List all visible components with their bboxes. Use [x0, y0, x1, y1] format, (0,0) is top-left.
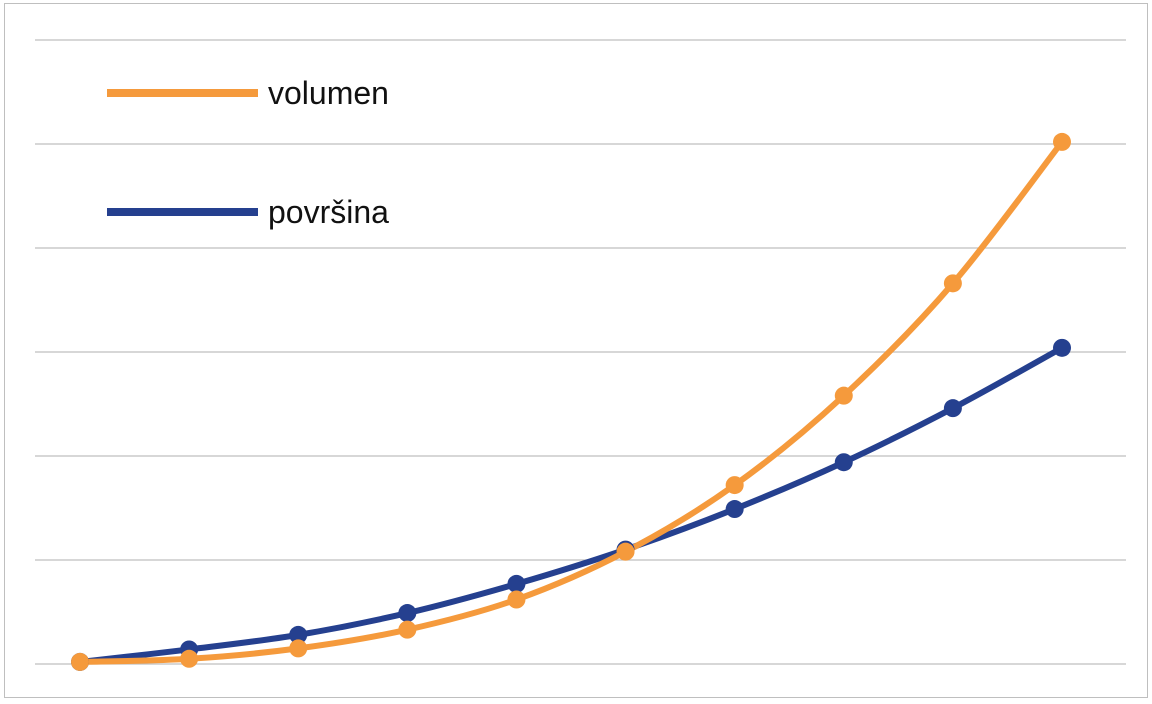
data-point-volumen-4 — [398, 620, 417, 639]
data-point-povrsina-7 — [725, 500, 744, 519]
series-points — [71, 132, 1071, 671]
series-lines — [77, 138, 1065, 665]
data-point-volumen-9 — [943, 274, 962, 293]
data-point-volumen-5 — [507, 590, 526, 609]
chart-frame — [4, 3, 1148, 698]
data-point-povrsina-5 — [507, 574, 526, 593]
data-point-volumen-7 — [725, 476, 744, 495]
legend-label-volumen: volumen — [268, 75, 389, 111]
data-point-povrsina-4 — [398, 604, 417, 623]
legend: volumen površina — [107, 75, 389, 230]
series-line-volumen — [77, 138, 1065, 665]
series-line-povrsina — [77, 344, 1065, 665]
legend-label-povrsina: površina — [268, 194, 389, 230]
data-point-povrsina-9 — [943, 399, 962, 418]
data-point-povrsina-10 — [1053, 338, 1071, 357]
data-point-volumen-1 — [71, 652, 89, 671]
data-point-volumen-3 — [289, 639, 308, 658]
data-point-volumen-8 — [834, 386, 853, 405]
data-point-povrsina-8 — [834, 453, 853, 472]
data-point-povrsina-3 — [289, 625, 308, 644]
data-point-volumen-10 — [1053, 132, 1071, 151]
data-point-volumen-6 — [616, 542, 635, 561]
data-point-volumen-2 — [180, 649, 199, 668]
gridlines — [35, 39, 1126, 665]
